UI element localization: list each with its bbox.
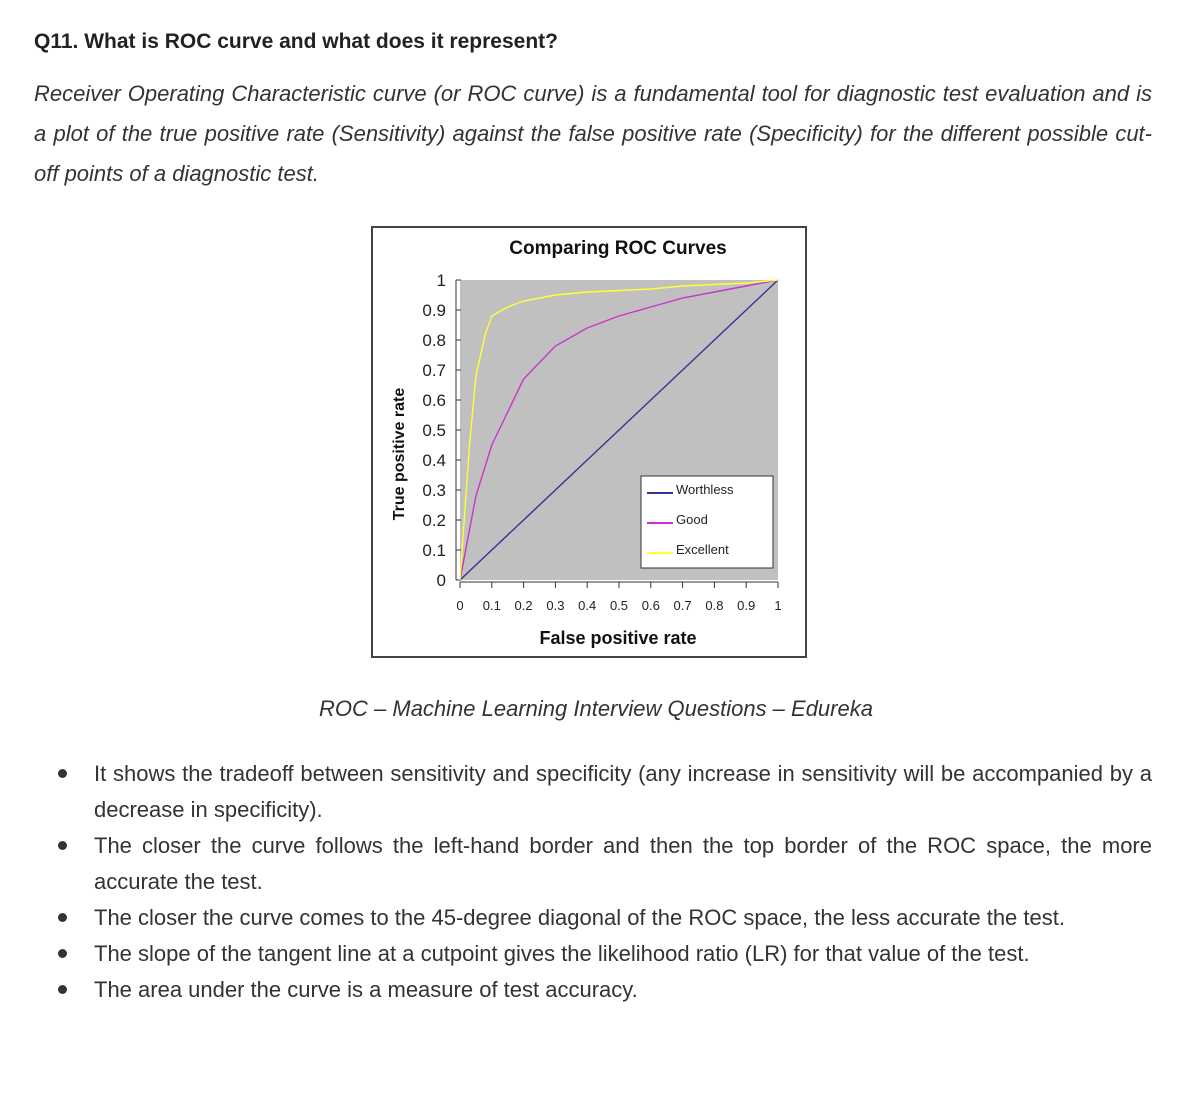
y-tick-label: 0.7 [422,361,446,380]
series-line-good [459,279,779,581]
x-tick-label: 0.3 [546,598,564,613]
bullet-dot [58,985,67,994]
x-tick-label: 1 [774,598,781,613]
list-item: It shows the tradeoff between sensitivit… [34,756,1152,828]
bullet-list: It shows the tradeoff between sensitivit… [34,756,1152,1008]
x-tick-label: 0 [456,598,463,613]
list-item-text: The area under the curve is a measure of… [94,977,638,1002]
y-tick-label: 0 [437,571,446,590]
series-line-excellent [459,279,779,581]
bullet-dot [58,949,67,958]
x-tick-label: 0.8 [705,598,723,613]
bullet-dot [58,913,67,922]
y-tick-label: 0.4 [422,451,446,470]
y-tick-label: 0.6 [422,391,446,410]
x-tick-label: 0.2 [515,598,533,613]
roc-chart-figure: 0 0.1 0.2 0.3 0.4 0.5 0.6 0.7 0.8 0.9 1 0 0.1 0.2 0.3… [371,226,807,658]
list-item-text: The closer the curve follows the left-ha… [94,833,1152,894]
chart-legend: Worthless Good Excellent [640,475,774,569]
legend-label: Excellent [676,542,729,557]
x-tick-label: 0.9 [737,598,755,613]
y-tick-label: 0.5 [422,421,446,440]
question-heading: Q11. What is ROC curve and what does it … [34,30,558,53]
list-item-text: The slope of the tangent line at a cutpo… [94,941,1030,966]
intro-paragraph: Receiver Operating Characteristic curve … [34,81,1152,186]
legend-label: Worthless [676,482,734,497]
x-tick-label: 0.5 [610,598,628,613]
list-item-text: It shows the tradeoff between sensitivit… [94,761,1152,822]
x-axis-label: False positive rate [539,628,696,648]
x-tick-label: 0.4 [578,598,596,613]
list-item: The slope of the tangent line at a cutpo… [34,936,1152,972]
y-tick-label: 0.2 [422,511,446,530]
roc-chart: 0 0.1 0.2 0.3 0.4 0.5 0.6 0.7 0.8 0.9 1 0 0.1 0.2 0.3… [391,238,782,648]
x-tick-label: 0.6 [642,598,660,613]
y-tick-label: 1 [437,271,446,290]
legend-label: Good [676,512,708,527]
chart-title: Comparing ROC Curves [509,238,726,259]
y-tick-label: 0.3 [422,481,446,500]
y-tick-label: 0.1 [422,541,446,560]
list-item: The area under the curve is a measure of… [34,972,1152,1008]
series-line-worthless [459,279,779,581]
list-item: The closer the curve follows the left-ha… [34,828,1152,900]
y-axis-label: True positive rate [391,388,408,521]
bullet-dot [58,841,67,850]
figure-caption: ROC – Machine Learning Interview Questio… [319,696,873,721]
list-item-text: The closer the curve comes to the 45-deg… [94,905,1065,930]
list-item: The closer the curve comes to the 45-deg… [34,900,1152,936]
y-tick-label: 0.8 [422,331,446,350]
x-tick-label: 0.7 [674,598,692,613]
x-tick-label: 0.1 [483,598,501,613]
y-tick-label: 0.9 [422,301,446,320]
bullet-dot [58,769,67,778]
